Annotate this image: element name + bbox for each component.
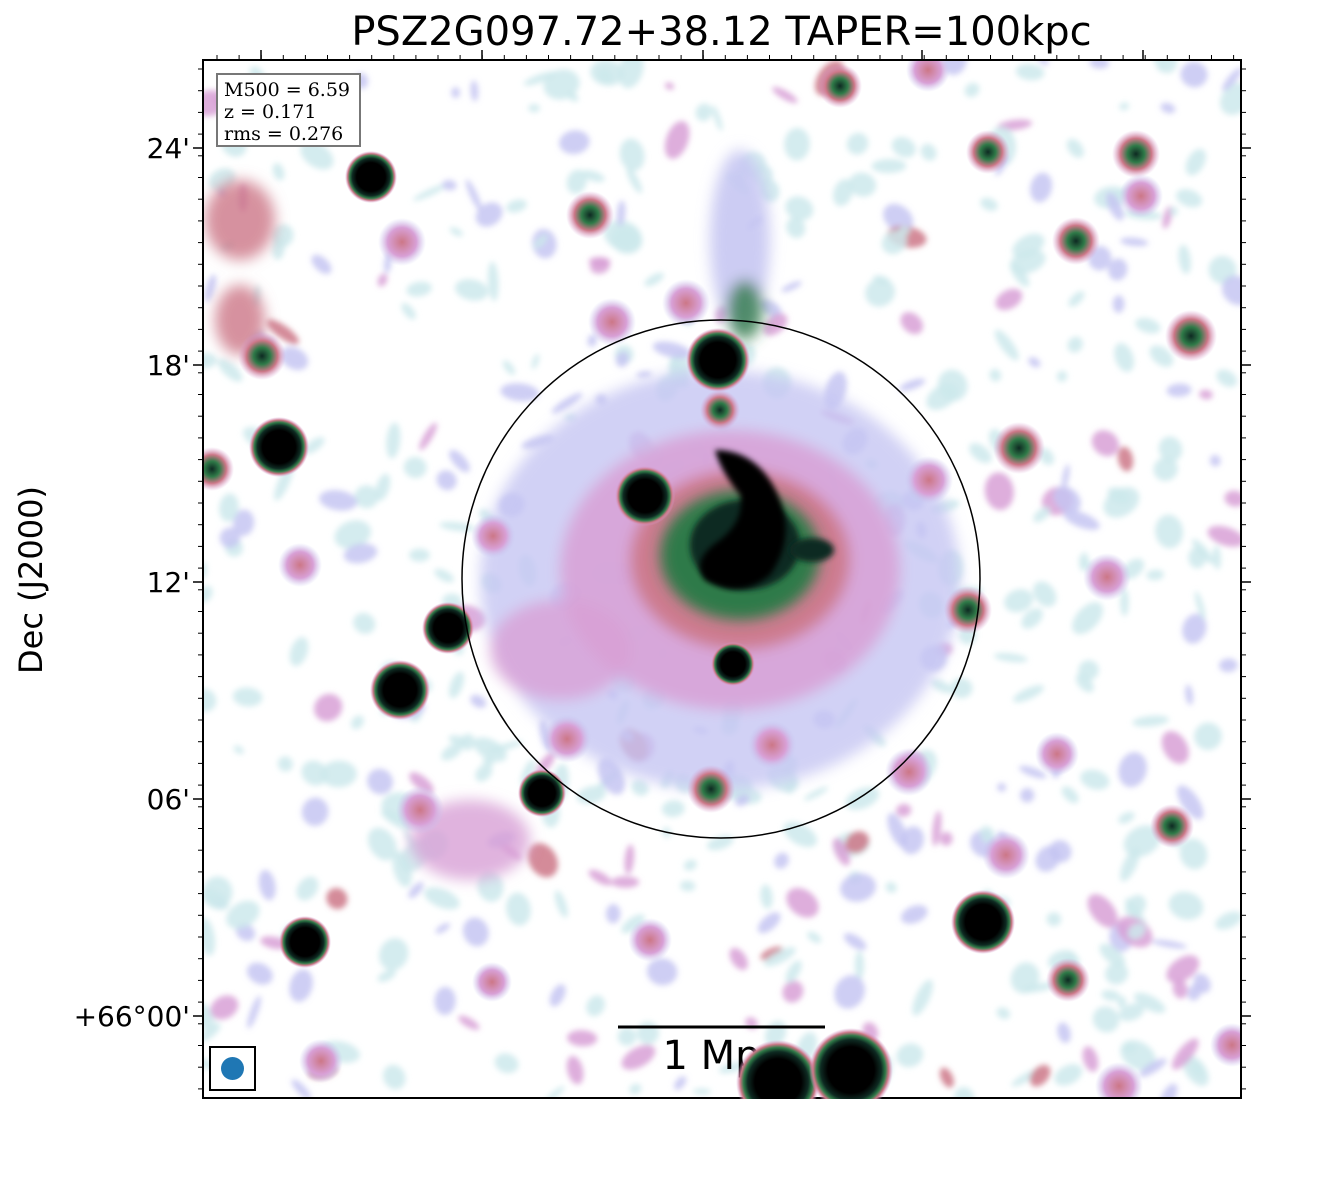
point-source [944, 586, 992, 634]
point-source [951, 890, 1015, 954]
point-source [885, 748, 933, 796]
x-tick-label: 36m00s [646, 1112, 759, 1145]
y-tick-label: 18' [147, 349, 190, 382]
point-source [687, 765, 735, 813]
point-source [1165, 310, 1217, 362]
point-source [588, 298, 636, 346]
info-box: M500 = 6.59 z = 0.171 rms = 0.276 [216, 73, 361, 147]
point-source [518, 769, 566, 817]
point-source [818, 64, 862, 108]
point-source [1052, 217, 1100, 265]
point-source [472, 962, 512, 1002]
x-tick-label: 34m00s [1086, 1112, 1199, 1145]
point-source [1035, 732, 1079, 776]
x-axis-label: RA (J2000) [637, 1148, 806, 1186]
point-source [278, 543, 322, 587]
point-source [748, 721, 796, 769]
point-source [203, 447, 234, 491]
point-source [422, 602, 474, 654]
point-source [543, 715, 591, 763]
point-source [238, 332, 286, 380]
point-source [1150, 804, 1194, 848]
plot-title: PSZ2G097.72+38.12 TAPER=100kpc [351, 9, 1092, 55]
point-source [662, 279, 710, 327]
point-source [279, 916, 331, 968]
point-source [1095, 1062, 1143, 1098]
scale-bar-label: 1 Mpc [662, 1033, 783, 1079]
point-source [1046, 958, 1090, 1002]
y-tick-label: 24' [147, 132, 190, 165]
x-tick-label: 37m00s [425, 1112, 538, 1145]
beam-ellipse [221, 1057, 244, 1080]
x-tick-label: 35m00s [865, 1112, 978, 1145]
point-source [566, 191, 614, 239]
rms-value: rms = 0.276 [224, 123, 344, 145]
point-source [1083, 553, 1131, 601]
central-source [660, 450, 834, 620]
point-source [993, 422, 1045, 474]
point-source [1119, 174, 1163, 218]
point-source [370, 660, 430, 720]
point-source [700, 390, 740, 430]
point-source [249, 417, 309, 477]
point-source [1112, 130, 1160, 178]
point-source [628, 918, 672, 962]
point-source [471, 514, 515, 558]
redshift-value: z = 0.171 [224, 101, 317, 123]
y-tick-label: 12' [147, 566, 190, 599]
point-source [1210, 1023, 1241, 1067]
radio-image [203, 60, 1241, 1098]
point-source [711, 642, 755, 686]
point-source [686, 328, 750, 392]
point-source [378, 218, 426, 266]
point-source [299, 1039, 343, 1083]
point-source [966, 130, 1010, 174]
y-tick-label: +66°00' [74, 1000, 190, 1033]
point-sources [203, 60, 1241, 1098]
y-axis-label: Dec (J2000) [12, 486, 50, 674]
plot-frame [202, 59, 1242, 1099]
r500-circle [461, 319, 981, 839]
point-source [396, 786, 444, 834]
point-source [615, 466, 675, 526]
m500-value: M500 = 6.59 [224, 79, 351, 101]
x-tick-label: 16h38m00s [178, 1112, 345, 1145]
y-tick-label: 06' [147, 783, 190, 816]
point-source [982, 831, 1030, 879]
point-source [345, 151, 397, 203]
point-source [905, 456, 953, 504]
beam-box [209, 1046, 256, 1091]
point-source [906, 60, 950, 92]
